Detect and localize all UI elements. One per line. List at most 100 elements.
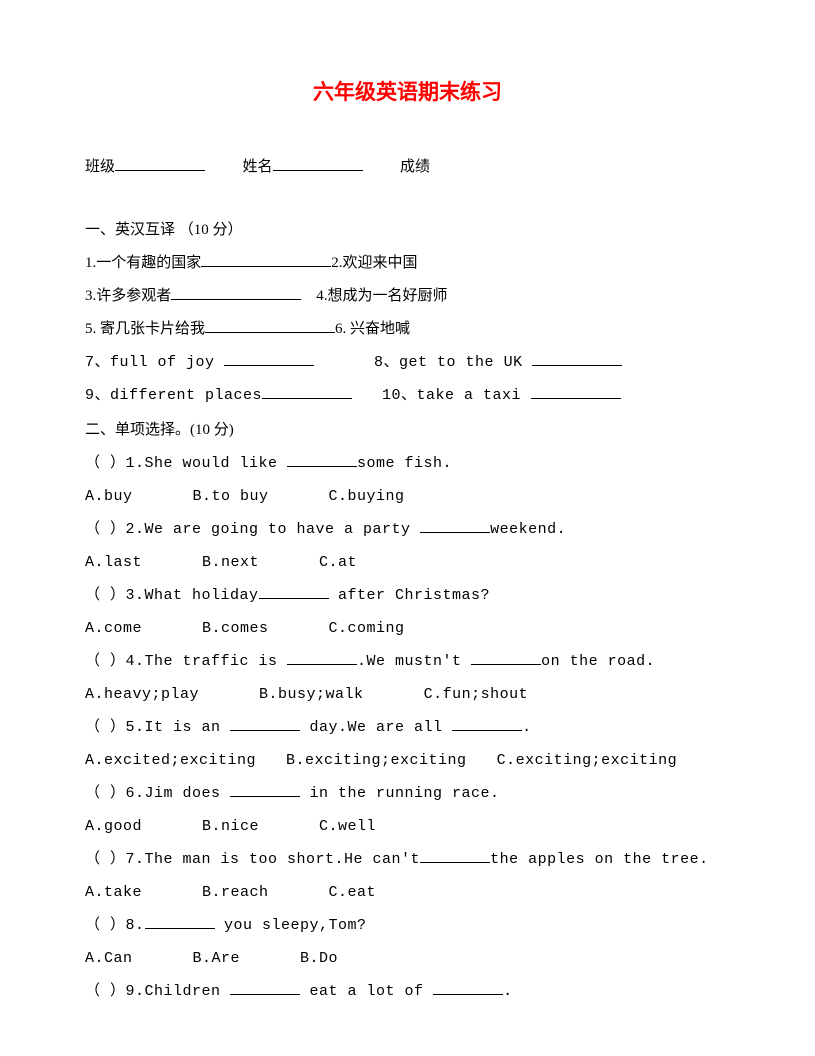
q8-stem-a: （ ）8. (85, 917, 145, 934)
q4-blank-1[interactable] (287, 647, 357, 665)
q8-blank[interactable] (145, 911, 215, 929)
blank-5[interactable] (205, 315, 335, 333)
q7-stem-b: the apples on the tree. (490, 851, 709, 868)
q9-stem: （ ）9.Children eat a lot of . (85, 975, 730, 1008)
q6-optA[interactable]: A.good (85, 818, 142, 835)
page-title: 六年级英语期末练习 (85, 70, 730, 116)
item-7: 7、full of joy (85, 354, 215, 371)
item-9: 9、different places (85, 387, 262, 404)
blank-10[interactable] (531, 381, 621, 399)
q2-optA[interactable]: A.last (85, 554, 142, 571)
q4-stem: （ ）4.The traffic is .We mustn't on the r… (85, 645, 730, 678)
item-10: 10、take a taxi (382, 387, 521, 404)
q1-optA[interactable]: A.buy (85, 488, 133, 505)
name-label: 姓名 (243, 159, 273, 175)
q1-blank[interactable] (287, 449, 357, 467)
q4-stem-b: .We mustn't (357, 653, 471, 670)
q3-optC[interactable]: C.coming (329, 620, 405, 637)
q5-optC[interactable]: C.exciting;exciting (497, 752, 678, 769)
q9-blank-1[interactable] (230, 977, 300, 995)
item-2: 2.欢迎来中国 (331, 255, 417, 271)
q9-stem-b: eat a lot of (300, 983, 433, 1000)
q5-options: A.excited;exciting B.exciting;exciting C.e… (85, 744, 730, 777)
q5-stem-c: . (522, 719, 532, 736)
q1-stem-b: some fish. (357, 455, 452, 472)
q7-optB[interactable]: B.reach (202, 884, 269, 901)
translation-row-2: 3.许多参观者 4.想成为一名好厨师 (85, 280, 730, 313)
name-blank[interactable] (273, 153, 363, 171)
q2-optC[interactable]: C.at (319, 554, 357, 571)
blank-3[interactable] (171, 282, 301, 300)
blank-7[interactable] (224, 348, 314, 366)
q1-optC[interactable]: C.buying (329, 488, 405, 505)
item-1: 1.一个有趣的国家 (85, 255, 201, 271)
q7-optA[interactable]: A.take (85, 884, 142, 901)
translation-row-5: 9、different places 10、take a taxi (85, 379, 730, 412)
q8-optA[interactable]: A.Can (85, 950, 133, 967)
q9-blank-2[interactable] (433, 977, 503, 995)
q6-optC[interactable]: C.well (319, 818, 376, 835)
q6-stem-b: in the running race. (300, 785, 500, 802)
blank-1[interactable] (201, 249, 331, 267)
q1-options: A.buy B.to buy C.buying (85, 480, 730, 513)
q5-stem-b: day.We are all (300, 719, 452, 736)
q4-optA[interactable]: A.heavy;play (85, 686, 199, 703)
q1-stem: （ ）1.She would like some fish. (85, 447, 730, 480)
q4-stem-c: on the road. (541, 653, 655, 670)
q3-optA[interactable]: A.come (85, 620, 142, 637)
translation-row-4: 7、full of joy 8、get to the UK (85, 346, 730, 379)
q2-stem: （ ）2.We are going to have a party weeken… (85, 513, 730, 546)
q2-stem-b: weekend. (490, 521, 566, 538)
q8-stem-b: you sleepy,Tom? (215, 917, 367, 934)
q5-optB[interactable]: B.exciting;exciting (286, 752, 467, 769)
q5-blank-2[interactable] (452, 713, 522, 731)
q7-stem: （ ）7.The man is too short.He can't the ap… (85, 843, 730, 876)
item-8: 8、get to the UK (374, 354, 523, 371)
q3-stem-b: after Christmas? (329, 587, 491, 604)
item-6: 6. 兴奋地喊 (335, 321, 410, 337)
translation-row-1: 1.一个有趣的国家 2.欢迎来中国 (85, 247, 730, 280)
q6-blank[interactable] (230, 779, 300, 797)
q4-optC[interactable]: C.fun;shout (424, 686, 529, 703)
item-5: 5. 寄几张卡片给我 (85, 321, 205, 337)
header-row: 班级 姓名 成绩 (85, 151, 730, 184)
q3-blank[interactable] (259, 581, 329, 599)
q9-stem-a: （ ）9.Children (85, 983, 230, 1000)
q8-optC[interactable]: B.Do (300, 950, 338, 967)
q6-stem: （ ）6.Jim does in the running race. (85, 777, 730, 810)
q7-optC[interactable]: C.eat (329, 884, 377, 901)
blank-9[interactable] (262, 381, 352, 399)
class-label: 班级 (85, 159, 115, 175)
q7-stem-a: （ ）7.The man is too short.He can't (85, 851, 420, 868)
q2-blank[interactable] (420, 515, 490, 533)
q1-stem-a: （ ）1.She would like (85, 455, 287, 472)
blank-8[interactable] (532, 348, 622, 366)
q9-stem-c: . (503, 983, 513, 1000)
q7-blank[interactable] (420, 845, 490, 863)
translation-row-3: 5. 寄几张卡片给我 6. 兴奋地喊 (85, 313, 730, 346)
q7-options: A.take B.reach C.eat (85, 876, 730, 909)
q2-stem-a: （ ）2.We are going to have a party (85, 521, 420, 538)
q3-options: A.come B.comes C.coming (85, 612, 730, 645)
q5-blank-1[interactable] (230, 713, 300, 731)
item-3: 3.许多参观者 (85, 288, 171, 304)
score-label: 成绩 (400, 159, 430, 175)
q4-blank-2[interactable] (471, 647, 541, 665)
q3-optB[interactable]: B.comes (202, 620, 269, 637)
q5-optA[interactable]: A.excited;exciting (85, 752, 256, 769)
q1-optB[interactable]: B.to buy (193, 488, 269, 505)
item-4: 4.想成为一名好厨师 (316, 288, 447, 304)
q6-optB[interactable]: B.nice (202, 818, 259, 835)
q8-stem: （ ）8. you sleepy,Tom? (85, 909, 730, 942)
q4-optB[interactable]: B.busy;walk (259, 686, 364, 703)
q2-optB[interactable]: B.next (202, 554, 259, 571)
q3-stem: （ ）3.What holiday after Christmas? (85, 579, 730, 612)
q5-stem: （ ）5.It is an day.We are all . (85, 711, 730, 744)
q6-stem-a: （ ）6.Jim does (85, 785, 230, 802)
class-blank[interactable] (115, 153, 205, 171)
q5-stem-a: （ ）5.It is an (85, 719, 230, 736)
q8-optB[interactable]: B.Are (193, 950, 241, 967)
q3-stem-a: （ ）3.What holiday (85, 587, 259, 604)
q6-options: A.good B.nice C.well (85, 810, 730, 843)
q4-options: A.heavy;play B.busy;walk C.fun;shout (85, 678, 730, 711)
